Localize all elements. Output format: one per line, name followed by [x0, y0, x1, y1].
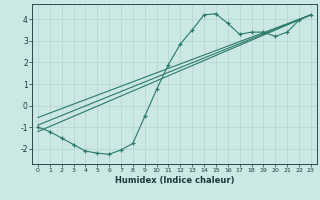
X-axis label: Humidex (Indice chaleur): Humidex (Indice chaleur) — [115, 176, 234, 185]
